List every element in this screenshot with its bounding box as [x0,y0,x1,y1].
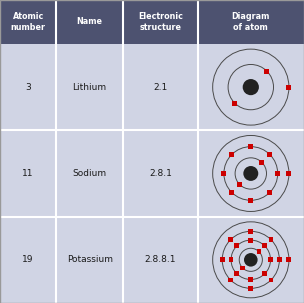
Bar [220,257,225,262]
Circle shape [244,253,257,267]
Bar [221,171,226,176]
Bar [248,238,253,243]
Bar [248,229,253,234]
Bar [268,257,273,262]
Text: Lithium: Lithium [73,83,107,92]
Bar [237,182,242,187]
Text: 2.1: 2.1 [153,83,168,92]
Circle shape [243,166,258,181]
Bar [229,152,234,157]
Bar [262,244,267,248]
Text: Atomic
number: Atomic number [11,12,46,32]
Text: Potassium: Potassium [67,255,113,264]
Text: 3: 3 [25,83,31,92]
Bar [286,85,291,90]
Text: Diagram
of atom: Diagram of atom [232,12,270,32]
Bar [262,271,267,276]
Text: 2.8.1: 2.8.1 [149,169,172,178]
Bar [0,0,304,44]
Bar [268,190,272,195]
Bar [229,257,233,262]
Text: 2.8.8.1: 2.8.8.1 [145,255,176,264]
Bar [269,278,274,282]
Text: 11: 11 [22,169,34,178]
Bar [277,257,282,262]
Bar [248,286,253,291]
Bar [275,171,280,176]
Bar [286,257,291,262]
Bar [260,160,264,165]
Text: 19: 19 [22,255,34,264]
Circle shape [243,79,259,95]
Bar [286,171,291,176]
Bar [268,152,272,157]
Bar [234,271,239,276]
Bar [248,198,253,203]
Bar [240,265,245,270]
Text: Name: Name [77,18,103,26]
Bar [229,190,234,195]
Bar [228,278,233,282]
Bar [264,69,269,74]
Text: Electronic
structure: Electronic structure [138,12,183,32]
Bar [269,237,274,242]
Bar [248,277,253,282]
Bar [232,101,237,105]
Bar [0,44,304,303]
Bar [248,144,253,149]
Text: Sodium: Sodium [73,169,107,178]
Bar [257,249,261,254]
Bar [234,244,239,248]
Bar [228,237,233,242]
